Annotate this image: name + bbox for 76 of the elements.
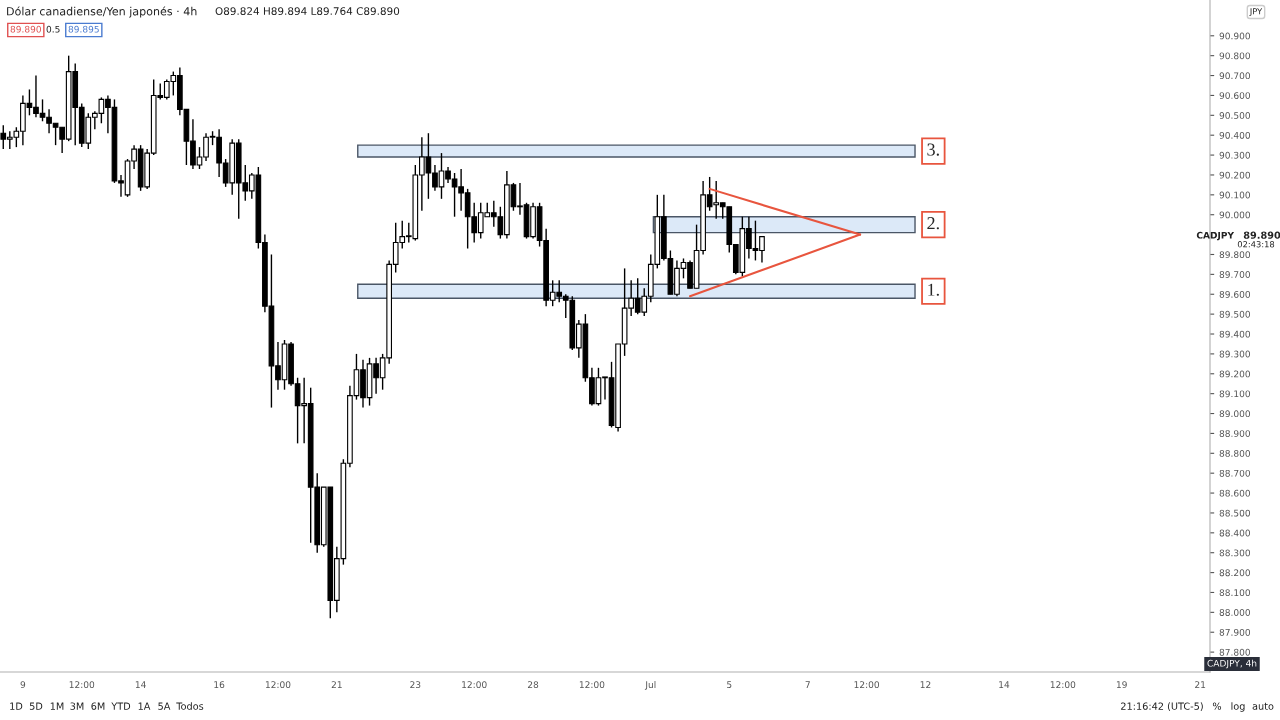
y-tick-label: 89.600	[1219, 290, 1251, 298]
x-tick-label: 14	[999, 681, 1010, 688]
x-tick-label: 7	[805, 681, 810, 688]
text: log	[1231, 702, 1245, 712]
text: 3M	[70, 702, 84, 710]
y-tick-label: 88.800	[1219, 450, 1251, 457]
y-tick-label: 90.700	[1219, 72, 1251, 80]
y-tick-label: 89.500	[1219, 310, 1251, 318]
x-tick-label: 14	[135, 681, 146, 688]
x-tick-label: 12:00	[579, 681, 605, 689]
text: %	[1212, 702, 1222, 710]
y-tick-label: 88.400	[1219, 529, 1251, 537]
text: 02:43:18	[1237, 241, 1275, 248]
y-tick-label: 90.000	[1219, 211, 1251, 219]
y-tick-label: 90.100	[1219, 191, 1251, 199]
x-tick-label: 12	[920, 681, 931, 688]
y-tick-label: 88.100	[1219, 589, 1251, 597]
x-tick-label: 21	[1195, 681, 1206, 688]
y-tick-label: 89.100	[1219, 390, 1251, 398]
text: auto	[1252, 702, 1274, 710]
band-label: 1.	[928, 283, 939, 296]
x-tick-label: 12:00	[854, 681, 880, 689]
y-tick-label: 88.300	[1219, 549, 1251, 557]
y-tick-label: 88.600	[1219, 489, 1251, 497]
y-tick-label: 90.400	[1219, 131, 1251, 139]
y-tick-label: 89.300	[1219, 350, 1251, 358]
text: 5D	[29, 702, 43, 710]
x-tick-label: 19	[1116, 681, 1127, 689]
y-tick-label: 87.900	[1219, 628, 1251, 636]
y-tick-label: 87.800	[1219, 648, 1251, 656]
y-tick-label: 90.800	[1219, 52, 1251, 60]
text: JPY	[1249, 8, 1263, 16]
y-tick-label: 88.000	[1219, 609, 1251, 616]
x-tick-label: 12:00	[1050, 681, 1076, 689]
x-tick-label: 9	[20, 681, 26, 689]
text: 1A	[138, 702, 151, 710]
text: 6M	[91, 702, 105, 710]
y-tick-label: 90.900	[1219, 32, 1251, 40]
x-tick-label: 16	[214, 681, 225, 689]
text: YTD	[111, 702, 131, 710]
x-tick-label: 12:00	[69, 681, 95, 689]
y-tick-label: 88.700	[1219, 469, 1251, 477]
annotation: 0.5	[46, 25, 60, 33]
y-tick-label: 90.500	[1219, 112, 1251, 119]
x-tick-label: 12:00	[265, 681, 291, 689]
text: Dólar canadiense/Yen japonés · 4h	[7, 6, 197, 18]
x-tick-label: 23	[410, 681, 421, 689]
y-tick-label: 89.000	[1219, 410, 1251, 418]
text: 1D	[10, 702, 23, 710]
text: Todos	[176, 702, 204, 710]
x-tick-label: 5	[727, 681, 732, 689]
band-label: 2.	[927, 217, 939, 230]
x-tick-label: 28	[527, 681, 539, 689]
y-tick-label: 89.200	[1219, 370, 1251, 378]
y-tick-label: 89.700	[1219, 271, 1251, 278]
text: 21:16:42 (UTC-5)	[1121, 702, 1203, 711]
text: 89.890	[1243, 231, 1280, 239]
y-tick-label: 88.900	[1219, 430, 1251, 437]
x-tick-label: 12:00	[462, 681, 487, 689]
y-tick-label: 90.200	[1219, 171, 1251, 179]
y-tick-label: 89.400	[1219, 330, 1251, 338]
y-tick-label: 89.800	[1219, 251, 1251, 259]
x-tick-label: Jul	[644, 681, 656, 690]
band-label: 3.	[927, 143, 939, 156]
y-tick-label: 88.500	[1219, 509, 1251, 517]
annotation: 89.895	[68, 25, 99, 33]
y-tick-label: 88.200	[1219, 569, 1251, 577]
text: 5A	[158, 702, 171, 710]
x-tick-label: 21	[331, 681, 342, 688]
y-tick-label: 90.300	[1219, 151, 1251, 159]
y-tick-label: 90.600	[1219, 92, 1251, 99]
annotation: CADJPY	[1196, 231, 1235, 241]
text: 1M	[50, 702, 64, 710]
annotation: 89.890	[10, 25, 41, 33]
annotation: CADJPY, 4h	[1207, 659, 1257, 669]
annotation: O89.824 H89.894 L89.764 C89.890	[215, 7, 400, 16]
